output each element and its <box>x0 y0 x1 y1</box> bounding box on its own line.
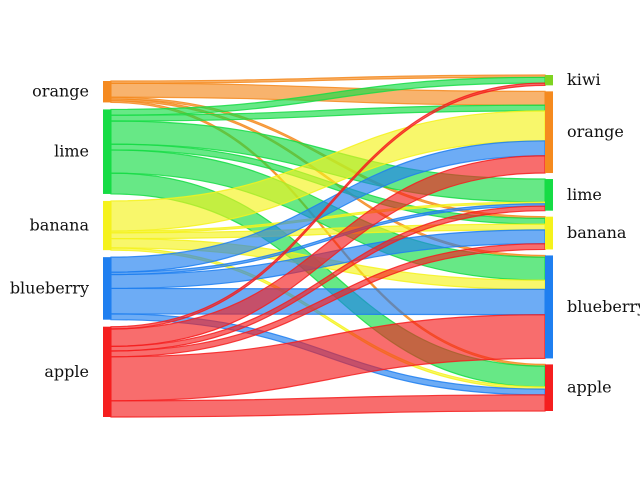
label-left-apple: apple <box>44 362 89 381</box>
node-left-apple <box>103 326 111 417</box>
label-right-orange: orange <box>567 122 624 141</box>
label-right-kiwi: kiwi <box>567 70 601 89</box>
node-left-orange <box>103 81 111 103</box>
label-right-banana: banana <box>567 223 627 242</box>
flow-apple-to-blueberry <box>110 314 546 402</box>
flow-apple-to-kiwi <box>110 82 546 330</box>
label-left-banana: banana <box>30 216 90 235</box>
node-right-apple <box>545 364 553 411</box>
node-left-lime <box>103 109 111 194</box>
node-right-orange <box>545 91 553 174</box>
node-right-blueberry <box>545 255 553 359</box>
node-right-banana <box>545 216 553 250</box>
node-right-lime <box>545 179 553 211</box>
node-left-banana <box>103 200 111 251</box>
label-left-lime: lime <box>54 142 89 161</box>
flow-nodes <box>103 75 553 417</box>
label-left-blueberry: blueberry <box>10 278 89 297</box>
label-right-blueberry: blueberry <box>567 297 640 316</box>
node-left-blueberry <box>103 257 111 320</box>
node-labels: orange lime banana blueberry apple kiwi orange… <box>10 70 640 397</box>
node-right-kiwi <box>545 75 553 86</box>
label-left-orange: orange <box>32 82 89 101</box>
label-right-apple: apple <box>567 378 612 397</box>
label-right-lime: lime <box>567 185 602 204</box>
flow-links <box>110 74 546 418</box>
